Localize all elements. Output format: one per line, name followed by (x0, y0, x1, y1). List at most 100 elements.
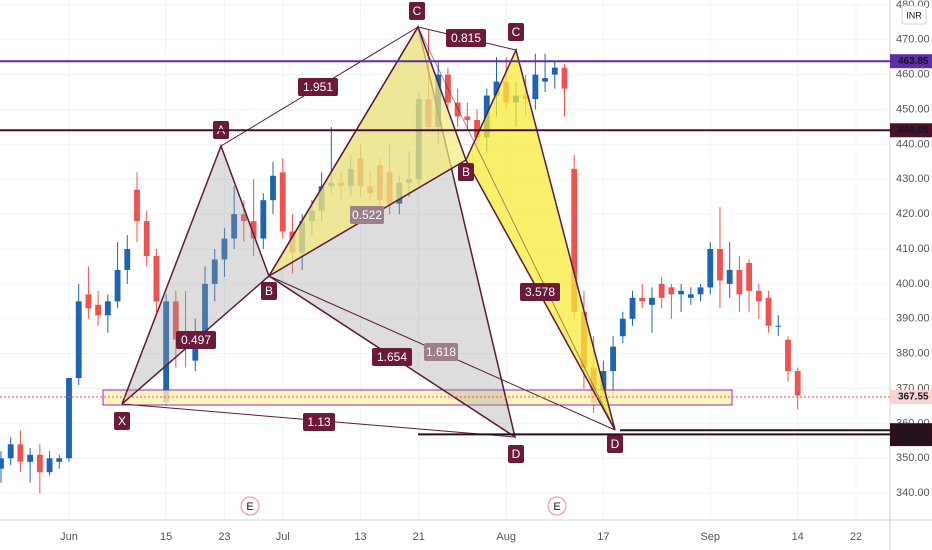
candle-body (124, 249, 131, 270)
point-label: C (413, 4, 422, 18)
candle-body (250, 221, 257, 239)
ratio-label: 0.815 (451, 31, 481, 45)
ratio-label: 1.654 (377, 350, 407, 364)
price-label-box (890, 390, 932, 405)
y-tick-label: 460.00 (896, 69, 930, 81)
candle-body (785, 339, 791, 372)
candle-body (143, 221, 150, 256)
y-tick-label: 390.00 (896, 313, 930, 325)
candle-body (571, 168, 578, 312)
candle-body (474, 119, 480, 138)
candle-body (542, 78, 548, 82)
x-tick-label: Jun (60, 531, 78, 543)
price-label-box (890, 123, 932, 138)
y-tick-label: 400.00 (896, 278, 930, 290)
candle-body (192, 346, 199, 361)
candle-body (85, 294, 92, 309)
currency: INR (906, 10, 922, 20)
ratio-label: 1.951 (303, 80, 333, 94)
candle-body (104, 301, 111, 316)
x-tick-label: Aug (496, 531, 516, 543)
y-tick-label: 420.00 (896, 208, 930, 220)
candle-body (27, 454, 34, 462)
x-tick-label: 15 (160, 531, 172, 543)
candle-body (464, 116, 471, 120)
point-label: B (462, 165, 470, 179)
candle-body (746, 262, 753, 291)
candle-body (279, 172, 286, 232)
ratio-label: 1.618 (426, 345, 456, 359)
ratio-label: 0.522 (352, 208, 382, 222)
y-tick-label: 450.00 (896, 103, 930, 115)
price-label: 444.05 (898, 125, 929, 136)
candle-body (134, 189, 140, 222)
y-tick-label: 440.00 (896, 138, 930, 150)
point-label-box (508, 23, 524, 41)
point-label: B (265, 284, 273, 298)
line (417, 26, 616, 431)
harmonic-pattern (102, 25, 733, 439)
currency-box[interactable] (901, 5, 927, 25)
candle-body (75, 301, 82, 379)
ratio-label: 1.13 (307, 415, 331, 429)
candle-body (270, 175, 276, 201)
x-tick-label: 22 (850, 531, 862, 543)
ratio-label-box (446, 29, 486, 47)
candle-body (561, 67, 568, 89)
price-label-box (890, 54, 932, 69)
candle-body (240, 214, 247, 222)
candle-body (163, 301, 170, 403)
point-label: D (512, 447, 521, 461)
candle-body (610, 346, 617, 372)
candle-body (707, 249, 714, 288)
candle-body (649, 297, 655, 305)
y-tick-label: 430.00 (896, 173, 930, 185)
event-marker (547, 496, 567, 516)
candle-body (629, 297, 636, 319)
ratio-label-box (176, 331, 216, 349)
candle-body (153, 255, 160, 302)
candle-body (697, 287, 704, 295)
candle-body (46, 458, 53, 473)
candle-body (114, 269, 121, 302)
x-tick-label: 14 (792, 531, 804, 543)
candle-body (260, 200, 267, 239)
price-label: 367.55 (898, 392, 929, 403)
candle-body (211, 259, 218, 284)
x-tick-label: Sep (700, 531, 720, 543)
candle-body (687, 294, 694, 298)
candle-body (231, 214, 238, 239)
x-tick-label: 17 (597, 531, 609, 543)
event-marker (240, 496, 260, 516)
candle-body (66, 378, 72, 459)
event-label: E (553, 501, 560, 513)
y-tick-label: 470.00 (896, 34, 930, 46)
ratio-label: 0.497 (181, 333, 211, 347)
point-label-box (114, 412, 130, 430)
ratio-label: 3.578 (525, 285, 555, 299)
y-tick-label: 350.00 (896, 452, 930, 464)
x-tick-label: Jul (276, 531, 290, 543)
candle-body (95, 304, 102, 316)
candle-body (765, 297, 772, 326)
y-tick-label: 380.00 (896, 348, 930, 360)
candle-body (726, 269, 733, 284)
candle-body (532, 74, 539, 100)
ratio-label-box (520, 283, 560, 301)
candle-body (202, 283, 208, 340)
candle-body (668, 287, 675, 295)
ratio-label-box (350, 206, 384, 224)
point-label: C (512, 25, 521, 39)
y-tick-label: 410.00 (896, 243, 930, 255)
candle-body (619, 318, 626, 337)
ratio-label-box (424, 343, 458, 361)
candle-body (736, 269, 743, 295)
candle-body (775, 325, 782, 327)
point-label-box (458, 163, 474, 181)
candle-body (493, 81, 500, 96)
candle-body (678, 290, 685, 295)
candle-body (454, 102, 461, 117)
candle-body (172, 301, 179, 340)
candle-body (639, 297, 646, 302)
